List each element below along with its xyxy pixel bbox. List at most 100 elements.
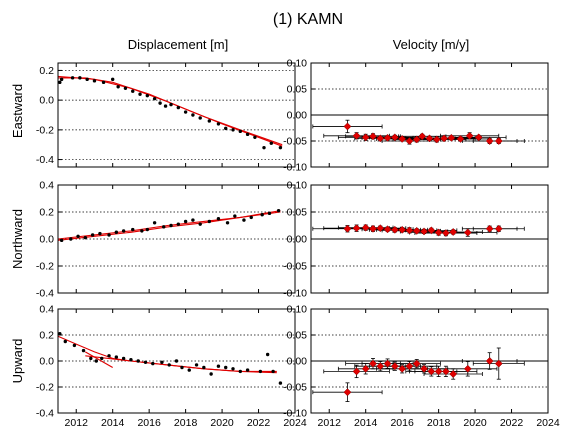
data-point <box>245 132 250 137</box>
data-point <box>194 363 199 367</box>
velocity-point <box>398 364 407 373</box>
data-point <box>160 360 164 364</box>
y-tick-label: -0.4 <box>36 288 54 300</box>
data-point <box>191 218 195 222</box>
column-title-displacement: Displacement [m] <box>128 37 228 52</box>
data-point <box>202 365 206 370</box>
panel-eastward-displacement: -0.4 -0.2 0.0 0.2 <box>36 62 296 168</box>
data-point <box>107 233 111 237</box>
velocity-point <box>494 224 503 233</box>
axes-frame <box>310 184 549 294</box>
x-tick-label: 2018 <box>174 417 198 429</box>
x-tick-label: 2020 <box>463 417 487 429</box>
panel-northward-displacement: -0.4 -0.2 0.0 0.2 0.4 <box>36 180 296 300</box>
velocity-point <box>427 367 436 376</box>
velocity-point <box>485 224 494 233</box>
data-point <box>245 368 250 372</box>
y-tick-label: -0.2 <box>36 124 54 136</box>
data-point <box>76 234 80 238</box>
velocity-point <box>412 135 421 144</box>
x-tick-label: 2012 <box>65 417 89 429</box>
data-point <box>81 348 86 353</box>
velocity-point <box>376 362 385 371</box>
data-point <box>216 122 221 126</box>
y-tick-label: 0.10 <box>287 58 308 70</box>
data-point <box>123 86 128 90</box>
y-tick-label: -0.05 <box>283 261 307 273</box>
velocity-point <box>449 370 458 378</box>
velocity-point <box>390 225 399 234</box>
velocity-point <box>474 133 483 142</box>
velocity-point <box>405 137 414 145</box>
data-point <box>253 135 257 139</box>
y-tick-label: -0.10 <box>283 288 307 300</box>
fit-line <box>57 210 281 241</box>
velocity-point <box>432 135 441 144</box>
data-point <box>231 367 235 371</box>
x-tick-label: 2014 <box>354 417 378 429</box>
data-point <box>169 102 173 107</box>
velocity-point <box>398 134 407 143</box>
data-point <box>262 145 266 150</box>
data-point <box>90 233 95 237</box>
data-point <box>151 361 155 366</box>
data-point <box>169 223 173 228</box>
y-tick-label: 0.05 <box>287 84 308 96</box>
data-point <box>198 222 202 226</box>
y-tick-label: 0.10 <box>287 180 308 192</box>
data-point <box>162 225 166 229</box>
data-point <box>145 93 150 98</box>
y-tick-label: 0.0 <box>39 356 54 368</box>
velocity-point <box>427 226 436 235</box>
velocity-point <box>369 224 377 233</box>
data-point <box>121 229 126 233</box>
data-point <box>78 76 82 80</box>
y-tick-label: 0.00 <box>287 110 308 122</box>
data-point <box>225 221 230 225</box>
axes-frame <box>57 308 296 414</box>
row-label-upward: Upward <box>10 339 25 384</box>
data-point <box>69 237 73 241</box>
velocity-point <box>369 359 377 368</box>
velocity-point <box>485 357 494 365</box>
data-point <box>191 113 195 117</box>
data-point <box>278 145 283 150</box>
data-point <box>163 104 168 108</box>
data-point <box>187 368 191 372</box>
panels-layer: -0.4-0.20.00.2-0.10-0.050.000.050.10-0.4… <box>36 58 560 430</box>
velocity-point <box>441 367 450 376</box>
y-tick-label: -0.4 <box>36 154 54 166</box>
data-point <box>267 211 272 216</box>
velocity-point <box>434 367 443 376</box>
velocity-point <box>441 229 450 238</box>
data-point <box>98 231 102 236</box>
axes-frame <box>310 62 549 168</box>
fit-line <box>85 355 277 372</box>
data-point <box>63 339 67 344</box>
data-point <box>72 343 77 348</box>
velocity-point <box>390 362 399 371</box>
data-point <box>92 79 97 83</box>
velocity-point <box>412 359 421 368</box>
panel-upward-velocity: -0.10 -0.05 0.00 0.05 0.10 2012 2014 2016 2018 20… <box>283 304 560 430</box>
y-tick-label: -0.4 <box>36 408 54 420</box>
data-point <box>131 227 135 232</box>
velocity-point <box>376 134 385 143</box>
data-point <box>183 219 188 224</box>
x-tick-label: 2018 <box>427 417 451 429</box>
y-tick-label: 0.4 <box>39 180 54 192</box>
velocity-point <box>343 122 352 131</box>
x-tick-label: 2022 <box>247 417 271 429</box>
axes-frame <box>310 308 549 414</box>
velocity-point <box>343 388 352 397</box>
data-point <box>224 365 228 370</box>
velocity-point <box>456 134 465 143</box>
x-tick-label: 2020 <box>210 417 234 429</box>
data-point <box>231 128 235 132</box>
data-point <box>121 356 126 361</box>
data-point <box>271 369 275 374</box>
data-point <box>140 229 144 233</box>
velocity-point <box>352 224 361 233</box>
panel-eastward-velocity: -0.10 -0.05 0.00 0.05 0.10 <box>283 58 549 174</box>
data-point <box>101 80 106 85</box>
